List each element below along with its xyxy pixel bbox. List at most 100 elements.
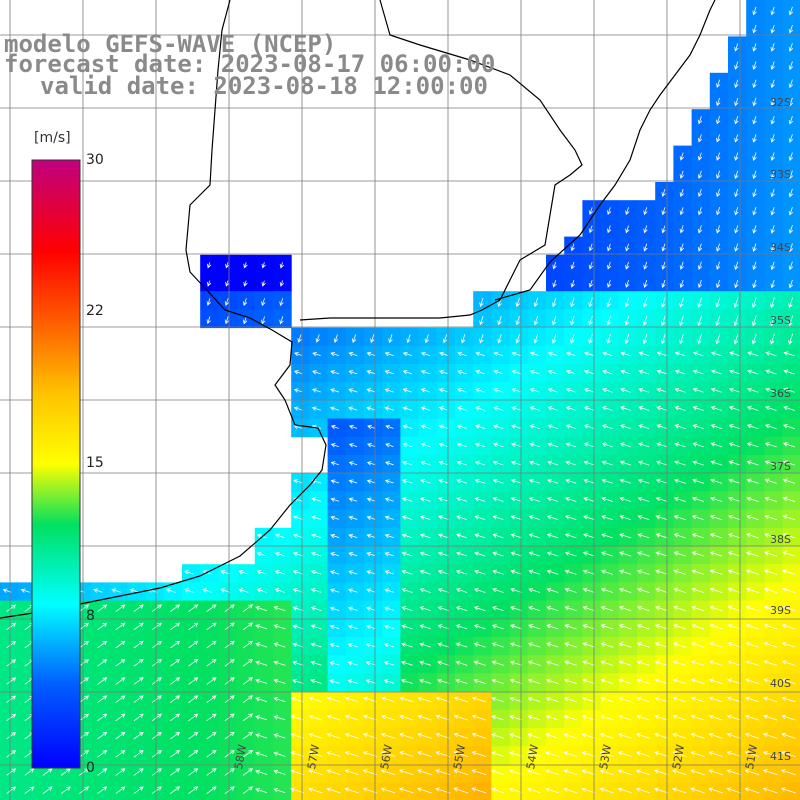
wind-arrow — [456, 406, 467, 411]
wind-arrow — [509, 642, 523, 648]
wind-arrow — [419, 587, 431, 593]
wind-arrow — [583, 460, 595, 466]
wind-arrow — [206, 677, 217, 685]
wind-arrow — [97, 677, 108, 685]
wind-arrow — [400, 678, 413, 684]
wind-arrow — [617, 751, 632, 757]
wind-arrow — [752, 97, 757, 107]
wind-arrow — [625, 243, 630, 252]
wind-arrow — [242, 786, 254, 794]
colorbar-tick-label: 0 — [86, 760, 95, 776]
wind-arrow — [745, 642, 760, 648]
wind-arrow — [401, 533, 413, 539]
wind-arrow — [493, 369, 504, 375]
wind-arrow — [734, 188, 739, 198]
wind-arrow — [710, 460, 723, 466]
wind-arrow — [752, 43, 757, 52]
wind-arrow — [570, 315, 575, 326]
wind-arrow — [637, 551, 650, 557]
wind-arrow — [384, 406, 394, 411]
wind-arrow — [115, 731, 126, 740]
wind-arrow — [690, 678, 705, 685]
wind-arrow — [330, 497, 340, 502]
wind-arrow — [601, 478, 613, 484]
wind-arrow — [326, 732, 341, 739]
wind-arrow — [97, 713, 108, 722]
wind-arrow — [330, 370, 340, 375]
wind-arrow — [491, 678, 504, 684]
wind-arrow — [310, 642, 322, 648]
wind-arrow — [780, 769, 796, 776]
wind-arrow — [492, 515, 504, 521]
wind-arrow — [564, 624, 577, 630]
wind-arrow — [385, 461, 394, 466]
wind-arrow — [206, 713, 217, 722]
wind-arrow — [6, 659, 17, 667]
wind-arrow — [274, 569, 285, 575]
wind-arrow — [654, 714, 669, 721]
wind-arrow — [329, 624, 340, 630]
wind-arrow — [547, 442, 559, 448]
wind-arrow — [388, 334, 393, 344]
wind-arrow — [279, 262, 285, 269]
wind-arrow — [510, 533, 522, 539]
wind-arrow — [79, 677, 90, 685]
wind-arrow — [673, 623, 687, 630]
wind-arrow — [151, 713, 162, 722]
wind-arrow — [274, 533, 285, 539]
wind-arrow — [679, 170, 684, 179]
speed-cell — [546, 782, 565, 800]
wind-arrow — [565, 424, 577, 429]
latitude-label: 36S — [770, 387, 791, 400]
wind-arrow — [437, 551, 449, 557]
wind-arrow — [716, 116, 721, 125]
wind-arrow — [399, 732, 414, 739]
wind-arrow — [673, 496, 686, 502]
wind-arrow — [347, 624, 358, 630]
wind-arrow — [747, 351, 759, 357]
wind-arrow — [745, 587, 759, 594]
wind-arrow — [402, 460, 413, 466]
wind-arrow — [402, 424, 413, 429]
wind-arrow — [788, 43, 794, 52]
wind-arrow — [620, 369, 631, 375]
wind-arrow — [679, 243, 684, 252]
wind-arrow — [529, 369, 540, 375]
wind-arrow — [716, 243, 721, 252]
wind-arrow — [716, 97, 721, 107]
wind-arrow — [636, 678, 650, 685]
wind-arrow — [588, 297, 593, 308]
wind-arrow — [6, 640, 17, 649]
wind-arrow — [679, 297, 684, 308]
valid-date: valid date: 2023-08-18 12:00:00 — [40, 72, 488, 100]
wind-arrow — [546, 624, 559, 630]
wind-arrow — [635, 787, 651, 794]
wind-arrow — [673, 514, 686, 521]
wind-arrow — [224, 731, 235, 740]
wind-arrow — [366, 370, 376, 375]
wind-arrow — [255, 642, 268, 648]
wind-arrow — [638, 387, 650, 393]
wind-arrow — [679, 315, 684, 327]
wind-arrow — [79, 622, 90, 631]
wind-arrow — [642, 315, 648, 326]
wind-arrow — [274, 551, 285, 557]
speed-cell — [746, 782, 765, 800]
wind-arrow — [715, 297, 721, 308]
wind-arrow — [79, 786, 90, 794]
wind-arrow — [345, 696, 359, 703]
wind-arrow — [351, 334, 357, 344]
wind-arrow — [545, 769, 559, 776]
wind-arrow — [679, 188, 684, 198]
coastline — [0, 0, 716, 619]
wind-arrow — [625, 261, 630, 270]
wind-arrow — [764, 442, 777, 448]
wind-arrow — [728, 424, 741, 430]
wind-arrow — [545, 714, 559, 721]
wind-arrow — [764, 514, 777, 521]
wind-arrow — [273, 660, 286, 666]
wind-arrow — [474, 478, 486, 484]
wind-arrow — [255, 769, 268, 775]
wind-arrow — [728, 387, 741, 393]
